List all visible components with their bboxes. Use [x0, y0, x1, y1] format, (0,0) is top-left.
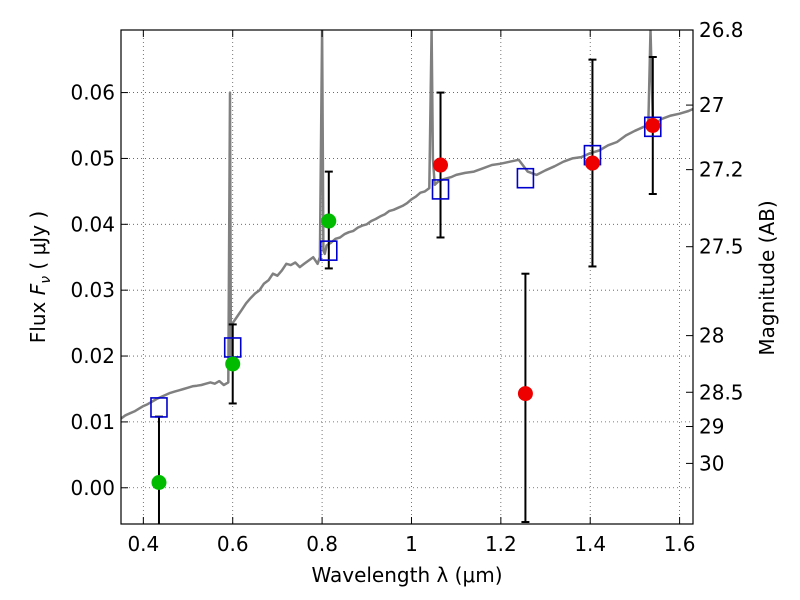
model-square-marker [643, 116, 662, 138]
y-tick-label: 0.02 [70, 344, 115, 368]
y2-tick-label: 30 [699, 451, 724, 475]
spectrum-layer [121, 30, 693, 420]
x-tick-label: 0.6 [217, 532, 249, 556]
y-axis-label-symbol: F [26, 283, 50, 295]
observed-point-marker [584, 155, 600, 171]
x-tick-label: 1.4 [574, 532, 606, 556]
y2-axis-label: Magnitude (AB) [755, 200, 779, 355]
observed-point-marker [517, 386, 533, 402]
plot-background [121, 30, 693, 524]
model-square-marker [516, 167, 535, 189]
markers [150, 116, 662, 491]
y2-tick-label: 27.2 [699, 158, 744, 182]
axis-ticks: 0.4 0.6 0.8 1 1.2 1.4 1.6 0.00 0.01 0.02 0.03 0.04 0… [70, 18, 743, 556]
y-tick-label: 0.06 [70, 81, 115, 105]
y2-tick-label: 27 [699, 93, 724, 117]
observed-point-marker [151, 475, 167, 491]
y-axis-label-suffix: ( μJy ) [26, 211, 50, 276]
y2-tick-label: 28 [699, 324, 724, 348]
y-tick-label: 0.05 [70, 146, 115, 170]
x-axis-label: Wavelength λ (μm) [311, 563, 502, 587]
y-axis-label-prefix: Flux [26, 295, 50, 343]
observed-point-marker [645, 118, 661, 134]
x-tick-label: 0.8 [306, 532, 338, 556]
observed-point-marker [225, 356, 241, 372]
model-square-marker [150, 397, 168, 418]
y-axis-label: Flux Fν ( μJy ) [26, 211, 54, 343]
observed-point-marker [433, 157, 449, 173]
y2-tick-label: 29 [699, 415, 724, 439]
x-tick-label: 0.4 [127, 532, 159, 556]
y2-tick-label: 28.5 [699, 380, 744, 404]
observed-point-marker [321, 213, 337, 229]
y-tick-label: 0.03 [70, 278, 115, 302]
y-axis-label-subscript: ν [38, 276, 54, 284]
y-tick-label: 0.04 [70, 212, 115, 236]
y2-tick-label: 26.8 [699, 18, 744, 42]
plot-frame [120, 29, 694, 525]
y-tick-label: 0.00 [70, 476, 115, 500]
x-tick-label: 1 [405, 532, 418, 556]
y-tick-label: 0.01 [70, 410, 115, 434]
spectrum-line [121, 30, 693, 420]
x-tick-label: 1.2 [485, 532, 517, 556]
x-tick-label: 1.6 [664, 532, 696, 556]
model-square-marker [431, 179, 450, 200]
y2-tick-label: 27.5 [699, 235, 744, 259]
model-square-marker [319, 240, 338, 261]
